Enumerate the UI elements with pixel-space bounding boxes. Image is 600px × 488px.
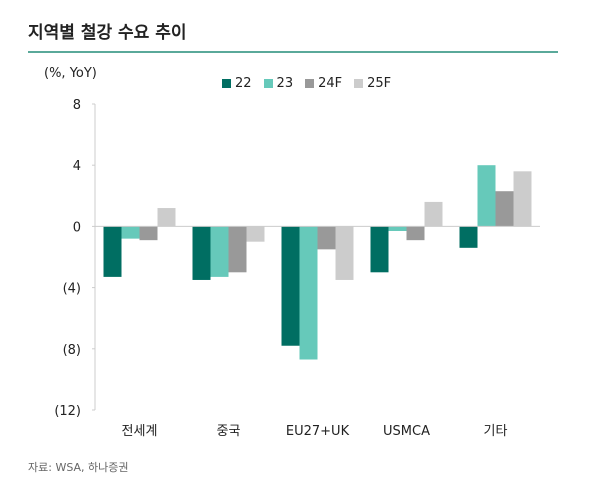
y-tick-label: (8) bbox=[63, 343, 81, 358]
bar-24F-0 bbox=[139, 226, 158, 241]
bar-25F-4 bbox=[513, 171, 532, 227]
x-tick-label: 전세계 bbox=[122, 424, 158, 439]
y-tick-label: (12) bbox=[54, 404, 81, 419]
legend: 22 23 24F 25F bbox=[222, 76, 391, 91]
x-tick-label: USMCA bbox=[383, 424, 430, 439]
bar-22-3 bbox=[370, 226, 389, 273]
source-note: 자료: WSA, 하나증권 bbox=[28, 461, 129, 474]
bar-24F-3 bbox=[406, 226, 425, 241]
bar-24F-4 bbox=[495, 191, 514, 227]
bar-25F-2 bbox=[335, 226, 354, 280]
bar-22-2 bbox=[281, 226, 300, 346]
legend-label: 22 bbox=[235, 76, 252, 91]
x-tick-label: 중국 bbox=[217, 424, 241, 439]
bar-22-4 bbox=[459, 226, 478, 248]
legend-label: 25F bbox=[367, 76, 392, 91]
legend-item: 23 bbox=[263, 76, 294, 91]
legend-item: 24F bbox=[305, 76, 342, 91]
legend-swatch bbox=[305, 79, 315, 88]
y-tick-label: (4) bbox=[63, 282, 81, 297]
legend-label: 23 bbox=[276, 76, 294, 91]
legend-swatch bbox=[263, 79, 273, 88]
legend-label: 24F bbox=[318, 76, 343, 91]
legend-swatch bbox=[354, 79, 364, 88]
y-axis-label: (%, YoY) bbox=[44, 66, 97, 81]
y-tick-label: 0 bbox=[73, 220, 81, 235]
title-divider bbox=[28, 51, 558, 53]
legend-item: 22 bbox=[222, 76, 252, 91]
y-tick-label: 4 bbox=[73, 159, 81, 174]
y-tick-label: 8 bbox=[73, 98, 81, 113]
legend-item: 25F bbox=[354, 76, 391, 91]
bar-23-2 bbox=[299, 226, 318, 360]
bar-23-3 bbox=[388, 226, 407, 231]
bar-25F-1 bbox=[246, 226, 265, 242]
bar-22-1 bbox=[192, 226, 211, 280]
bar-22-0 bbox=[103, 226, 122, 277]
bar-23-0 bbox=[121, 226, 140, 239]
chart-title: 지역별 철강 수요 추이 bbox=[28, 23, 187, 43]
bar-25F-0 bbox=[157, 208, 176, 227]
bar-25F-3 bbox=[424, 201, 443, 227]
x-tick-label: EU27+UK bbox=[286, 424, 350, 439]
bar-24F-1 bbox=[228, 226, 247, 273]
bar-23-4 bbox=[477, 165, 496, 227]
bar-23-1 bbox=[210, 226, 229, 277]
x-tick-label: 기타 bbox=[484, 424, 508, 439]
legend-swatch bbox=[222, 79, 231, 88]
bar-24F-2 bbox=[317, 226, 336, 250]
